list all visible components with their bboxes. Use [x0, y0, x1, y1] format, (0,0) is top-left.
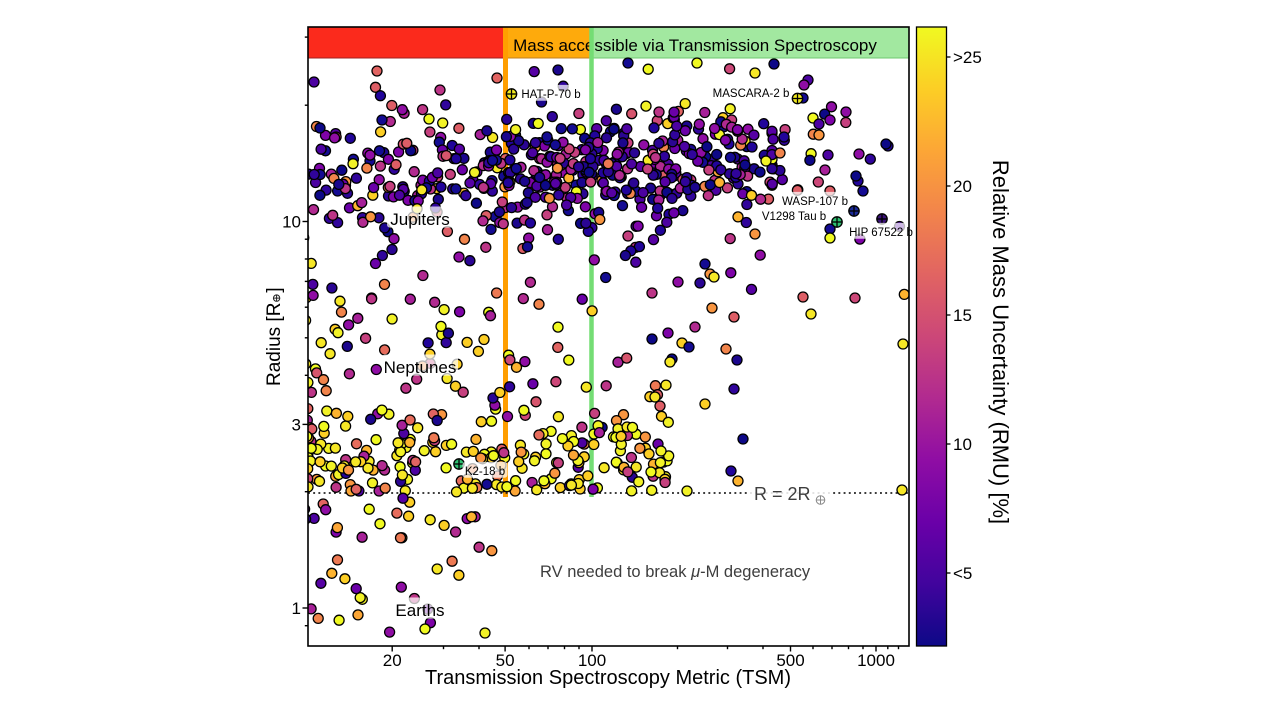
svg-text:20: 20 — [953, 177, 972, 196]
svg-text:MASCARA-2 b: MASCARA-2 b — [713, 88, 790, 100]
svg-text:R = 2R: R = 2R — [754, 484, 811, 504]
svg-text:15: 15 — [953, 306, 972, 325]
svg-text:Radius [R: Radius [R — [264, 303, 285, 386]
svg-text:K2-18 b: K2-18 b — [465, 466, 505, 478]
svg-text:100: 100 — [578, 651, 606, 670]
svg-text:]: ] — [264, 287, 285, 292]
svg-text:HAT-P-70 b: HAT-P-70 b — [521, 89, 580, 101]
svg-text:Mass accessible via Transmissi: Mass accessible via Transmission Spectro… — [513, 36, 877, 55]
svg-text:RV needed to break μ-M degener: RV needed to break μ-M degeneracy — [540, 563, 811, 581]
svg-text:Transmission Spectroscopy Metr: Transmission Spectroscopy Metric (TSM) — [425, 667, 791, 689]
svg-text:Neptunes: Neptunes — [384, 358, 457, 377]
svg-text:1: 1 — [292, 599, 301, 618]
svg-text:3: 3 — [292, 415, 301, 434]
svg-text:>25: >25 — [953, 48, 982, 67]
svg-text:HIP 67522 b: HIP 67522 b — [849, 227, 913, 239]
svg-text:Relative Mass Uncertainty (RMU: Relative Mass Uncertainty (RMU) [%] — [988, 160, 1013, 524]
svg-text:Earths: Earths — [395, 601, 444, 620]
svg-text:1000: 1000 — [857, 651, 895, 670]
svg-text:Jupiters: Jupiters — [390, 210, 450, 229]
svg-text:10: 10 — [282, 213, 301, 232]
svg-text:10: 10 — [953, 435, 972, 454]
svg-text:<5: <5 — [953, 564, 972, 583]
svg-text:V1298 Tau b: V1298 Tau b — [762, 211, 826, 223]
svg-text:20: 20 — [383, 651, 402, 670]
svg-text:500: 500 — [776, 651, 804, 670]
svg-text:WASP-107 b: WASP-107 b — [782, 196, 848, 208]
svg-text:50: 50 — [496, 651, 515, 670]
